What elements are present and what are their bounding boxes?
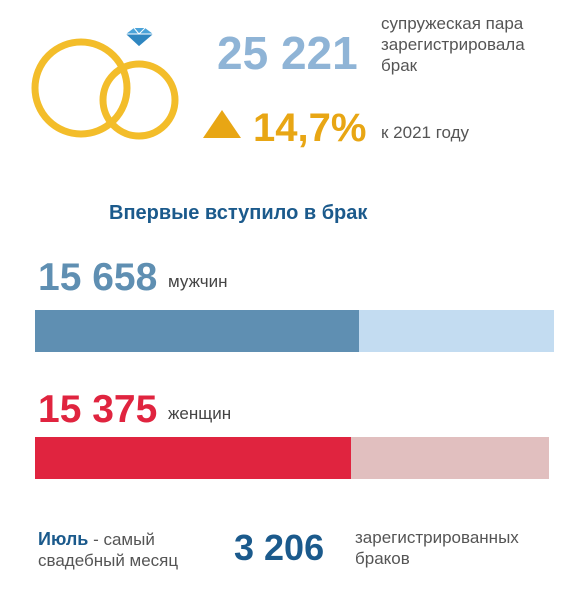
july-marriages-caption: зарегистрированных браков (355, 528, 519, 568)
marriages-count: 25 221 (217, 27, 358, 79)
men-bar-fill (35, 310, 360, 352)
july-marriages-count: 3 206 (234, 527, 325, 568)
growth-percent: 14,7% (253, 106, 367, 150)
section-title: Впервые вступило в брак (109, 202, 368, 224)
wedding-month-caption: Июль - самый свадебный месяц (38, 529, 179, 570)
women-bar-fill (35, 437, 351, 479)
growth-caption: к 2021 году (381, 123, 470, 142)
men-count: 15 658 (38, 256, 158, 299)
men-label: мужчин (168, 272, 228, 291)
men-bar-track (35, 310, 554, 352)
diamond-icon (126, 27, 153, 46)
wedding-month: Июль (38, 529, 89, 549)
women-label: женщин (168, 404, 232, 423)
wedding-rings-icon (31, 27, 179, 140)
ring-left (31, 38, 131, 138)
women-bar-track (35, 437, 549, 479)
ring-right (99, 60, 179, 140)
marriages-caption: супружеская пара зарегистрировала брак (381, 14, 525, 75)
triangle-up-icon (203, 110, 241, 138)
women-count: 15 375 (38, 388, 158, 431)
